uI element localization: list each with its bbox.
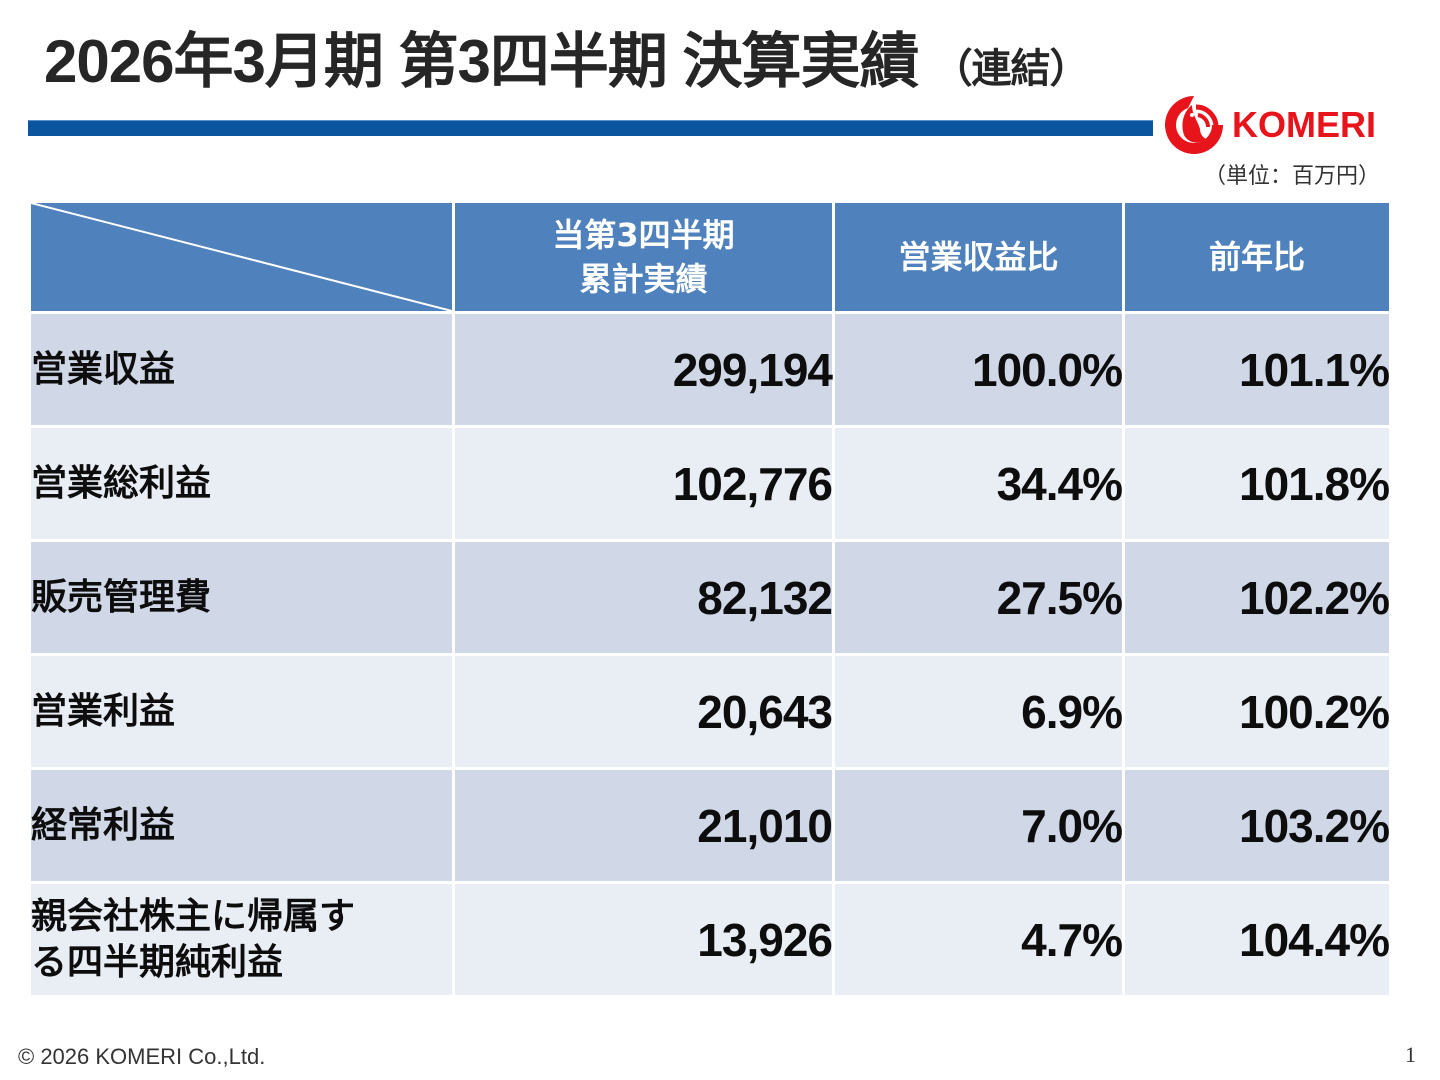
logo-wordmark: KOMERI	[1232, 104, 1376, 145]
diagonal-line	[31, 203, 452, 311]
row-label: 販売管理費	[28, 539, 455, 656]
yoy-value: 104.4%	[1122, 881, 1392, 998]
title-main: 2026年3月期 第3四半期 決算実績	[44, 28, 920, 95]
row-label-line1: 親会社株主に帰属す	[31, 895, 356, 937]
yoy-value: 103.2%	[1122, 767, 1392, 884]
ratio-value: 34.4%	[832, 425, 1125, 542]
results-table: 当第3四半期 累計実績 営業収益比 前年比 営業収益 299,194 100.0…	[28, 200, 1392, 998]
actual-value: 20,643	[452, 653, 835, 770]
row-label-line2: る四半期純利益	[31, 941, 284, 983]
corner-header-cell	[28, 200, 455, 314]
yoy-value: 100.2%	[1122, 653, 1392, 770]
table-row: 経常利益 21,010 7.0% 103.2%	[28, 767, 1392, 884]
ratio-value: 4.7%	[832, 881, 1125, 998]
yoy-value: 101.1%	[1122, 311, 1392, 428]
col-header-actual: 当第3四半期 累計実績	[452, 200, 835, 314]
row-label: 営業利益	[28, 653, 455, 770]
row-label: 経常利益	[28, 767, 455, 884]
col-header-actual-line1: 当第3四半期	[552, 216, 735, 254]
col-header-yoy: 前年比	[1122, 200, 1392, 314]
actual-value: 21,010	[452, 767, 835, 884]
row-label: 営業収益	[28, 311, 455, 428]
ratio-value: 7.0%	[832, 767, 1125, 884]
ratio-value: 6.9%	[832, 653, 1125, 770]
copyright: © 2026 KOMERI Co.,Ltd.	[18, 1044, 266, 1069]
table-row: 販売管理費 82,132 27.5% 102.2%	[28, 539, 1392, 656]
ratio-value: 27.5%	[832, 539, 1125, 656]
rooster-icon	[1165, 96, 1223, 154]
col-header-actual-line2: 累計実績	[579, 260, 708, 298]
actual-value: 299,194	[452, 311, 835, 428]
actual-value: 102,776	[452, 425, 835, 542]
col-header-ratio: 営業収益比	[832, 200, 1125, 314]
title-underline	[28, 120, 1153, 136]
unit-note: （単位：百万円）	[1203, 164, 1380, 189]
table-header-row: 当第3四半期 累計実績 営業収益比 前年比	[28, 200, 1392, 314]
row-label: 親会社株主に帰属す る四半期純利益	[28, 881, 455, 998]
page-number: 1	[1405, 1042, 1416, 1067]
actual-value: 82,132	[452, 539, 835, 656]
table-row: 親会社株主に帰属す る四半期純利益 13,926 4.7% 104.4%	[28, 881, 1392, 998]
row-label: 営業総利益	[28, 425, 455, 542]
title-subtitle: （連結）	[932, 47, 1090, 91]
ratio-value: 100.0%	[832, 311, 1125, 428]
actual-value: 13,926	[452, 881, 835, 998]
page-title: 2026年3月期 第3四半期 決算実績 （連結）	[44, 26, 1090, 105]
table-row: 営業利益 20,643 6.9% 100.2%	[28, 653, 1392, 770]
table-row: 営業総利益 102,776 34.4% 101.8%	[28, 425, 1392, 542]
yoy-value: 102.2%	[1122, 539, 1392, 656]
yoy-value: 101.8%	[1122, 425, 1392, 542]
table-row: 営業収益 299,194 100.0% 101.1%	[28, 311, 1392, 428]
company-logo: KOMERI	[1162, 93, 1376, 157]
